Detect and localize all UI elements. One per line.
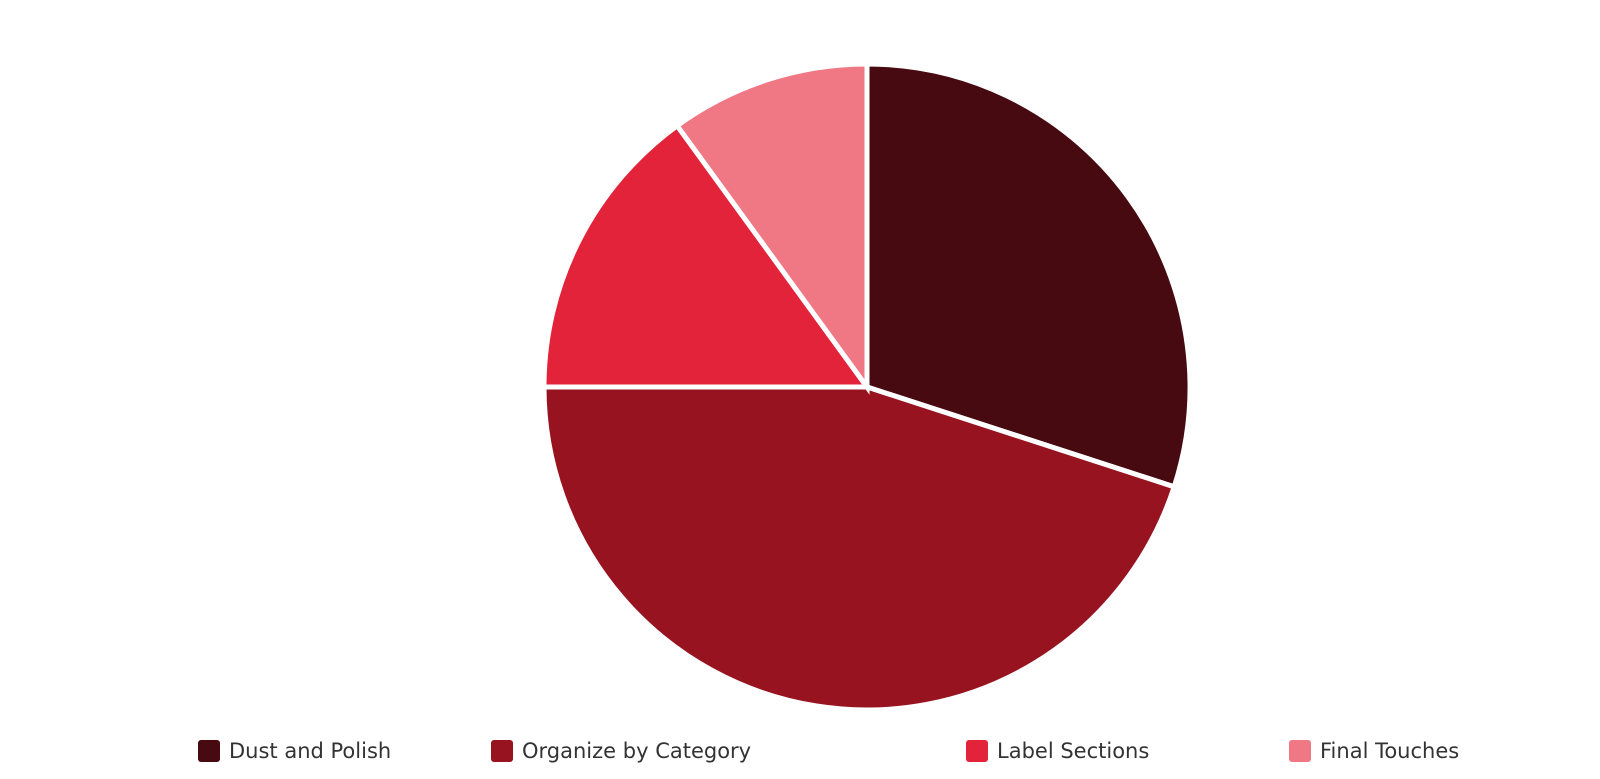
legend-swatch — [198, 740, 220, 762]
legend-label: Final Touches — [1320, 739, 1459, 763]
legend-label: Dust and Polish — [229, 739, 391, 763]
pie-slice — [541, 122, 872, 390]
legend-swatch — [491, 740, 513, 762]
legend-swatch — [1289, 740, 1311, 762]
pie-slice — [673, 61, 870, 395]
pie-slice — [864, 61, 1193, 490]
legend-swatch — [966, 740, 988, 762]
pie-slice — [541, 384, 1178, 713]
legend-label: Label Sections — [997, 739, 1149, 763]
legend-label: Organize by Category — [522, 739, 751, 763]
